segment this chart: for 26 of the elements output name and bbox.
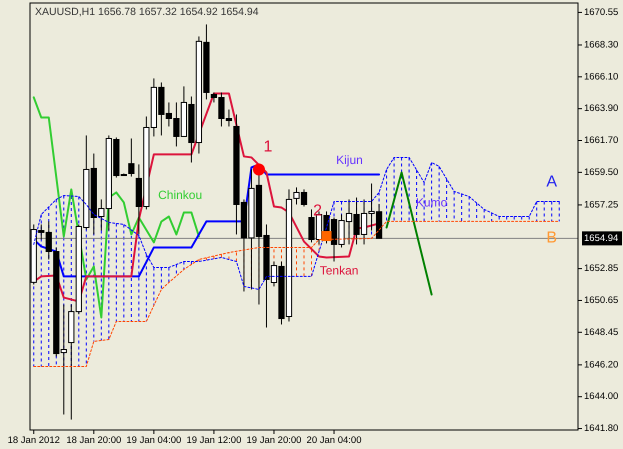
y-tick-label: 1668.30 (584, 39, 618, 50)
chart-title: XAUUSD,H1 1656.78 1657.32 1654.92 1654.94 (35, 6, 259, 18)
annotation: A (546, 174, 558, 191)
y-tick-label: 1657.25 (584, 199, 618, 210)
y-tick-label: 1646.20 (584, 359, 618, 370)
y-tick-label: 1648.45 (584, 326, 618, 338)
y-tick-label: 1663.90 (584, 103, 618, 114)
y-tick-label: 1644.00 (584, 391, 618, 402)
x-tick-label: 18 Jan 2012 (8, 435, 60, 446)
y-tick-label: 1652.85 (584, 263, 618, 274)
y-tick-label: 1641.80 (584, 423, 618, 434)
annotation: 1 (264, 138, 273, 156)
y-tick-label: 1661.70 (584, 135, 618, 146)
annotation: Tenkan (320, 263, 358, 278)
x-tick-label: 19 Jan 20:00 (246, 435, 302, 446)
x-tick-label: 18 Jan 20:00 (66, 435, 122, 446)
y-tick-label: 1666.10 (584, 71, 618, 82)
ref-line-label: 1654.94 (584, 232, 618, 244)
annotation: Chinkou (158, 188, 202, 202)
y-tick-label: 1670.55 (584, 6, 618, 18)
x-tick-label: 19 Jan 12:00 (186, 435, 242, 446)
y-tick-label: 1659.50 (584, 166, 618, 178)
x-tick-label: 19 Jan 04:00 (126, 435, 182, 446)
y-tick-label: 1650.65 (584, 294, 618, 306)
x-tick-label: 20 Jan 04:00 (306, 435, 362, 446)
annotation: Kijun (336, 153, 363, 168)
